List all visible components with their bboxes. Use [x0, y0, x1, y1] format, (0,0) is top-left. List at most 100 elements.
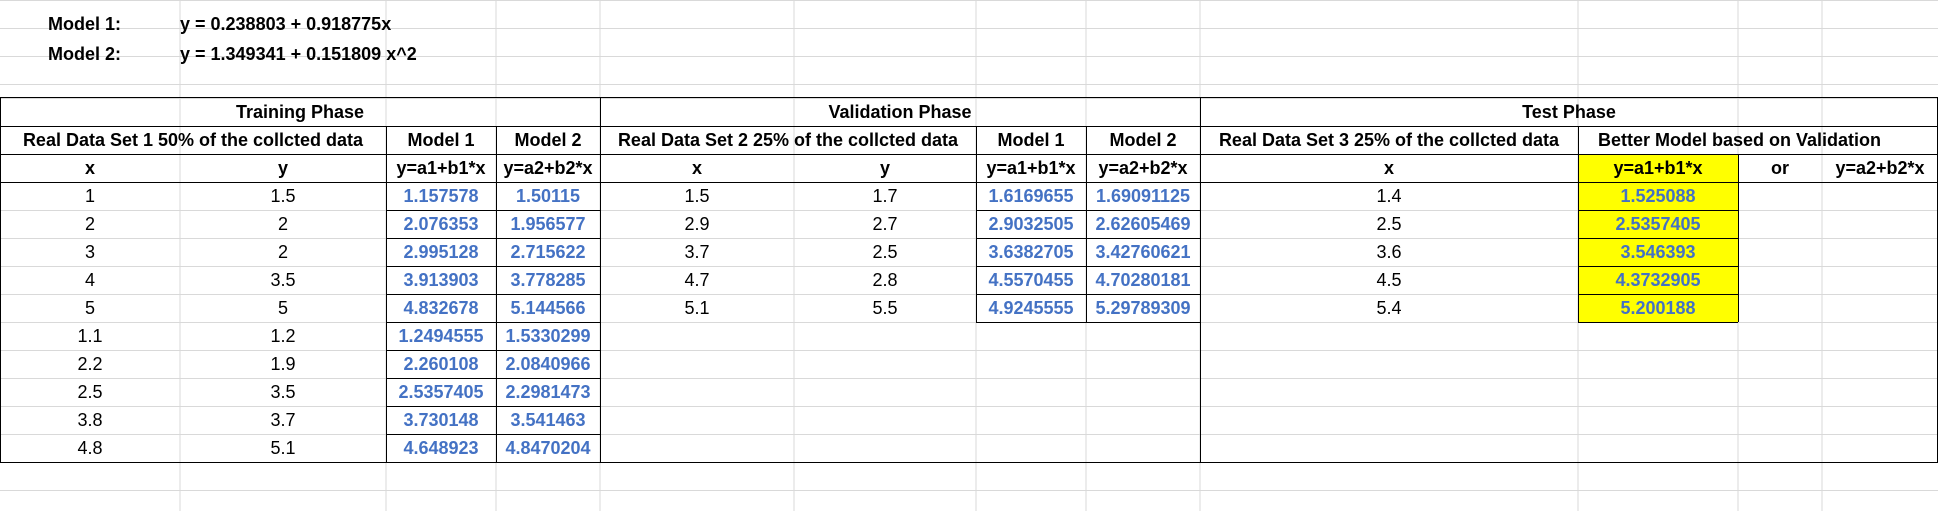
training-x-cell[interactable]: 2.2 [77, 354, 103, 374]
validation-m1-cell[interactable]: 4.5570455 [988, 270, 1074, 290]
validation-m1-cell[interactable]: 1.6169655 [988, 186, 1074, 206]
training-x-cell[interactable]: 2 [84, 214, 95, 234]
training-y-cell[interactable]: 2 [277, 214, 288, 234]
training-m1-cell[interactable]: 2.260108 [403, 354, 479, 374]
validation-dataset-label: Real Data Set 2 25% of the collcted data [617, 130, 959, 150]
border-line [976, 126, 977, 322]
training-m2-cell[interactable]: 1.50115 [515, 186, 581, 206]
border-line [1578, 322, 1738, 323]
validation-col-m1: y=a1+b1*x [986, 158, 1076, 178]
training-m1-cell[interactable]: 1.2494555 [398, 326, 484, 346]
border-line [976, 322, 1200, 323]
training-y-cell[interactable]: 2 [277, 242, 288, 262]
training-m1-cell[interactable]: 2.5357405 [398, 382, 484, 402]
training-x-cell[interactable]: 4 [84, 270, 95, 290]
test-col-x: x [1383, 158, 1394, 178]
test-prediction-cell[interactable]: 5.200188 [1578, 294, 1738, 322]
training-x-cell[interactable]: 3 [84, 242, 95, 262]
training-col-x: x [84, 158, 95, 178]
training-x-cell[interactable]: 3.8 [77, 410, 103, 430]
test-col-choice2: y=a2+b2*x [1835, 158, 1925, 178]
training-y-cell[interactable]: 1.5 [270, 186, 296, 206]
validation-m2-cell[interactable]: 3.42760621 [1095, 242, 1191, 262]
validation-m2-cell[interactable]: 1.69091125 [1095, 186, 1191, 206]
training-m2-cell[interactable]: 1.956577 [510, 214, 586, 234]
training-col-y: y [277, 158, 288, 178]
border-line [1578, 266, 1738, 267]
validation-model1-label: Model 1 [997, 130, 1065, 150]
training-m1-cell[interactable]: 2.076353 [403, 214, 479, 234]
training-y-cell[interactable]: 3.7 [270, 410, 296, 430]
training-m2-cell[interactable]: 2.2981473 [505, 382, 591, 402]
validation-x-cell[interactable]: 5.1 [684, 298, 710, 318]
validation-y-cell[interactable]: 5.5 [872, 298, 898, 318]
border-line [386, 266, 600, 267]
training-col-m1: y=a1+b1*x [396, 158, 486, 178]
training-m1-cell[interactable]: 3.913903 [403, 270, 479, 290]
training-x-cell[interactable]: 5 [84, 298, 95, 318]
training-y-cell[interactable]: 1.9 [270, 354, 296, 374]
test-col-or: or [1771, 158, 1789, 178]
training-y-cell[interactable]: 3.5 [270, 382, 296, 402]
border-line [386, 406, 600, 407]
border-line [976, 238, 1200, 239]
training-y-cell[interactable]: 1.2 [270, 326, 296, 346]
validation-x-cell[interactable]: 3.7 [684, 242, 710, 262]
border-line [0, 97, 1938, 98]
validation-y-cell[interactable]: 2.7 [872, 214, 898, 234]
border-line [976, 210, 1200, 211]
training-y-cell[interactable]: 5.1 [270, 438, 296, 458]
validation-x-cell[interactable]: 1.5 [684, 186, 710, 206]
validation-x-cell[interactable]: 4.7 [684, 270, 710, 290]
validation-phase-title: Validation Phase [828, 102, 972, 122]
test-x-cell[interactable]: 5.4 [1376, 298, 1402, 318]
validation-y-cell[interactable]: 1.7 [872, 186, 898, 206]
training-m1-cell[interactable]: 1.157578 [403, 186, 479, 206]
validation-m2-cell[interactable]: 2.62605469 [1095, 214, 1191, 234]
training-y-cell[interactable]: 5 [277, 298, 288, 318]
test-prediction-cell[interactable]: 4.3732905 [1578, 266, 1738, 294]
training-m2-cell[interactable]: 2.715622 [510, 242, 586, 262]
test-x-cell[interactable]: 1.4 [1376, 186, 1402, 206]
validation-m2-cell[interactable]: 5.29789309 [1095, 298, 1191, 318]
validation-col-y: y [879, 158, 890, 178]
validation-col-m2: y=a2+b2*x [1098, 158, 1188, 178]
test-x-cell[interactable]: 2.5 [1376, 214, 1402, 234]
training-m1-cell[interactable]: 3.730148 [403, 410, 479, 430]
validation-y-cell[interactable]: 2.8 [872, 270, 898, 290]
training-m2-cell[interactable]: 1.5330299 [505, 326, 591, 346]
test-prediction-cell[interactable]: 2.5357405 [1578, 210, 1738, 238]
training-m2-cell[interactable]: 3.778285 [510, 270, 586, 290]
border-line [1200, 97, 1201, 463]
border-line [976, 266, 1200, 267]
training-m1-cell[interactable]: 4.832678 [403, 298, 479, 318]
training-dataset-label: Real Data Set 1 50% of the collcted data [22, 130, 364, 150]
validation-m2-cell[interactable]: 4.70280181 [1095, 270, 1191, 290]
test-prediction-cell[interactable]: 3.546393 [1578, 238, 1738, 266]
training-x-cell[interactable]: 2.5 [77, 382, 103, 402]
test-prediction-cell[interactable]: 1.525088 [1578, 182, 1738, 210]
test-col-choice1[interactable]: y=a1+b1*x [1578, 154, 1738, 182]
training-x-cell[interactable]: 1.1 [77, 326, 103, 346]
training-x-cell[interactable]: 4.8 [77, 438, 103, 458]
validation-y-cell[interactable]: 2.5 [872, 242, 898, 262]
validation-m1-cell[interactable]: 4.9245555 [988, 298, 1074, 318]
test-x-cell[interactable]: 3.6 [1376, 242, 1402, 262]
training-x-cell[interactable]: 1 [84, 186, 95, 206]
validation-m1-cell[interactable]: 2.9032505 [988, 214, 1074, 234]
border-line [0, 154, 1938, 155]
model1-equation: y = 0.238803 + 0.918775x [180, 14, 392, 34]
training-m2-cell[interactable]: 5.144566 [510, 298, 586, 318]
training-m2-cell[interactable]: 4.8470204 [505, 438, 591, 458]
border-line [0, 126, 1938, 127]
training-m1-cell[interactable]: 4.648923 [403, 438, 479, 458]
training-m1-cell[interactable]: 2.995128 [403, 242, 479, 262]
validation-x-cell[interactable]: 2.9 [684, 214, 710, 234]
training-m2-cell[interactable]: 3.541463 [510, 410, 586, 430]
border-line [1738, 154, 1739, 322]
validation-m1-cell[interactable]: 3.6382705 [988, 242, 1074, 262]
training-m2-cell[interactable]: 2.0840966 [505, 354, 591, 374]
training-y-cell[interactable]: 3.5 [270, 270, 296, 290]
test-x-cell[interactable]: 4.5 [1376, 270, 1402, 290]
border-line [0, 462, 1938, 463]
